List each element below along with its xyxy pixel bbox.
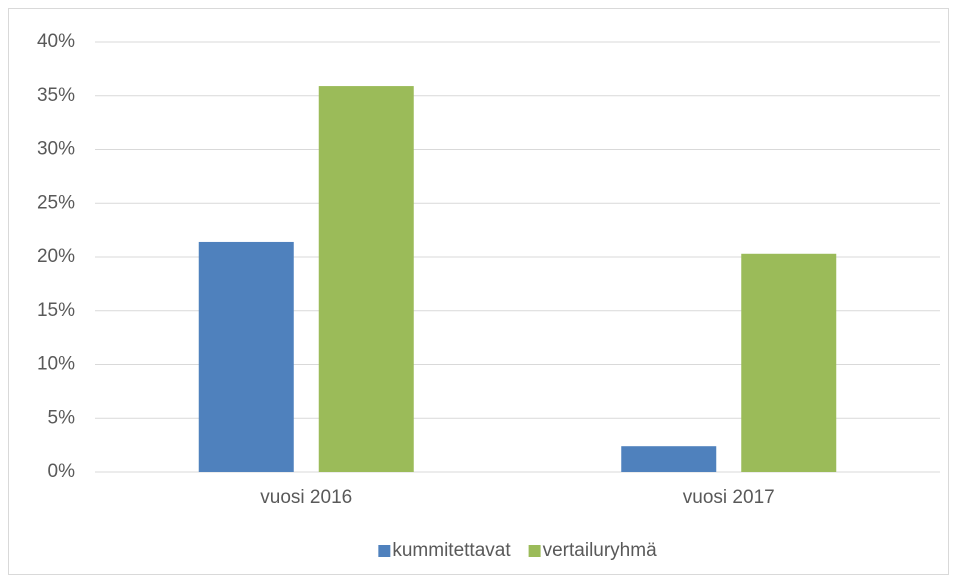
legend-swatch: [528, 545, 541, 557]
bar: [198, 241, 294, 472]
bar: [741, 253, 837, 472]
y-tick-label: 25%: [37, 192, 75, 213]
y-tick-label: 0%: [48, 461, 76, 482]
legend-label: vertailuryhmä: [543, 540, 657, 561]
bar: [621, 446, 717, 472]
y-tick-label: 40%: [37, 31, 75, 52]
x-tick-label: vuosi 2016: [260, 487, 352, 508]
y-tick-label: 20%: [37, 246, 75, 267]
bar: [318, 86, 414, 472]
y-tick-label: 30%: [37, 139, 75, 160]
y-tick-label: 35%: [37, 85, 75, 106]
y-tick-label: 15%: [37, 300, 75, 321]
y-tick-label: 10%: [37, 354, 75, 375]
y-tick-label: 5%: [48, 407, 76, 428]
x-tick-label: vuosi 2017: [683, 487, 775, 508]
legend-label: kummitettavat: [392, 540, 511, 561]
legend-swatch: [378, 545, 391, 557]
